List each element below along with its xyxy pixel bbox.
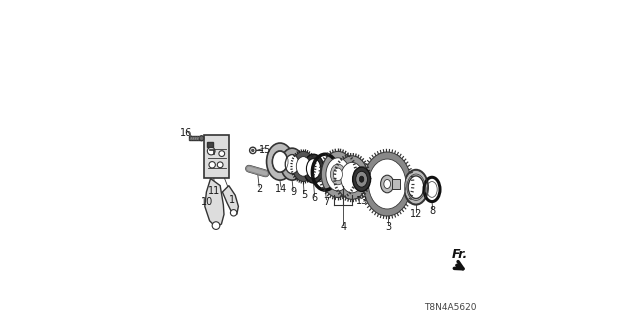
FancyBboxPatch shape [205,135,230,179]
Ellipse shape [307,159,321,179]
Text: 7: 7 [323,197,330,207]
Text: 3: 3 [385,221,391,232]
Ellipse shape [381,175,394,193]
Ellipse shape [330,164,346,185]
Bar [189,136,202,140]
Ellipse shape [336,156,368,199]
Text: Fr.: Fr. [452,248,468,261]
Circle shape [212,222,220,229]
Text: 8: 8 [429,206,436,216]
Ellipse shape [341,162,364,193]
Ellipse shape [333,168,342,181]
Ellipse shape [326,158,350,191]
Polygon shape [205,179,224,227]
Circle shape [207,147,215,155]
Text: 10: 10 [201,196,214,207]
Ellipse shape [303,154,324,183]
Ellipse shape [321,151,355,197]
Ellipse shape [292,151,314,181]
Text: 9: 9 [290,187,296,197]
Ellipse shape [280,148,303,180]
Ellipse shape [404,170,428,205]
Text: 16: 16 [180,128,193,138]
Text: 4: 4 [340,222,346,232]
Ellipse shape [267,143,294,180]
Ellipse shape [296,156,310,176]
Text: 13: 13 [356,196,369,206]
Circle shape [209,162,215,168]
Ellipse shape [408,176,424,198]
Text: 2: 2 [256,184,262,195]
Text: 6: 6 [312,193,317,203]
Bar [207,142,213,147]
Ellipse shape [360,176,364,182]
Text: 14: 14 [275,184,287,195]
Ellipse shape [356,171,367,187]
Ellipse shape [353,167,371,191]
Ellipse shape [200,136,204,141]
Circle shape [252,149,254,152]
Ellipse shape [384,180,390,188]
Ellipse shape [369,159,406,209]
Text: 5: 5 [301,189,307,200]
Text: 15: 15 [259,145,271,156]
Text: 12: 12 [410,209,422,220]
Circle shape [250,147,256,154]
Circle shape [217,162,223,168]
Circle shape [219,151,225,156]
Text: 11: 11 [208,186,221,196]
Text: 1: 1 [229,195,235,205]
Ellipse shape [273,151,287,172]
Circle shape [230,210,237,216]
Ellipse shape [285,155,299,174]
Text: T8N4A5620: T8N4A5620 [424,303,477,312]
Polygon shape [223,186,239,214]
Ellipse shape [364,152,412,216]
FancyBboxPatch shape [392,179,401,189]
